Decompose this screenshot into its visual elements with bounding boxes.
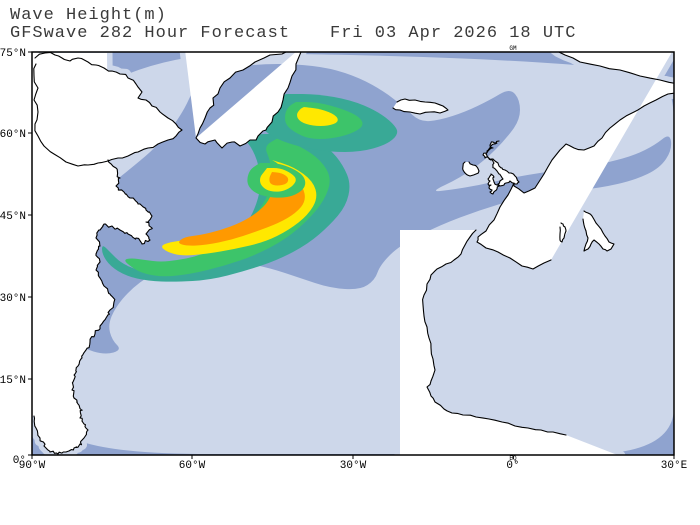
svg-text:30°N: 30°N <box>0 293 26 305</box>
svg-text:30°W: 30°W <box>340 460 367 472</box>
svg-text:60°N: 60°N <box>0 129 26 141</box>
svg-text:45°N: 45°N <box>0 211 26 223</box>
svg-text:EQ: EQ <box>509 455 517 462</box>
svg-text:60°W: 60°W <box>179 460 206 472</box>
svg-text:30°E: 30°E <box>661 460 688 472</box>
svg-text:GM: GM <box>509 45 517 52</box>
svg-text:75°N: 75°N <box>0 48 26 60</box>
svg-text:90°W: 90°W <box>19 460 46 472</box>
svg-text:15°N: 15°N <box>0 375 26 387</box>
